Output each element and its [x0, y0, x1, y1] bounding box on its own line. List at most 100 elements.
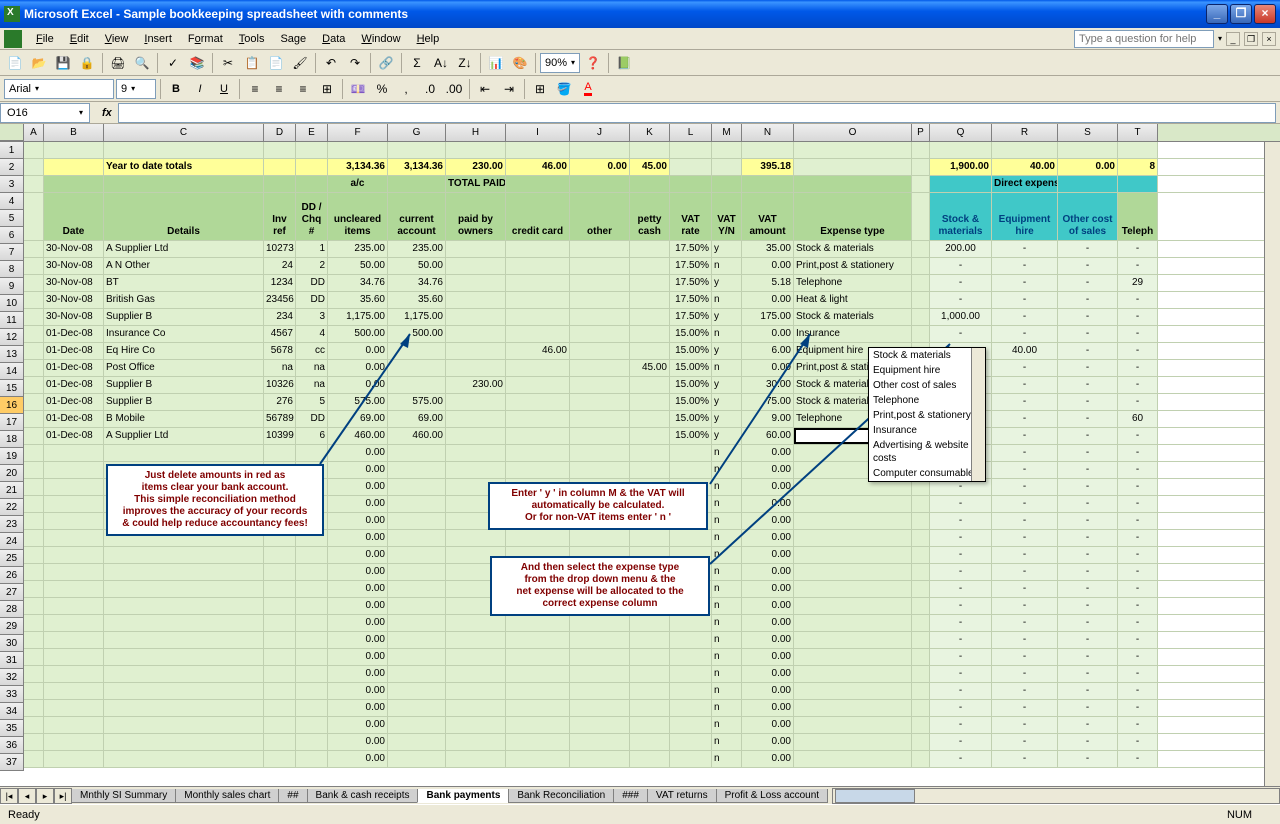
cell[interactable]: -: [930, 275, 992, 291]
cell[interactable]: VAT amount: [742, 193, 794, 240]
cell[interactable]: [446, 734, 506, 750]
row-header[interactable]: 5: [0, 210, 24, 227]
row-header[interactable]: 18: [0, 431, 24, 448]
cell[interactable]: [388, 377, 446, 393]
row-header[interactable]: 11: [0, 312, 24, 329]
menu-tools[interactable]: Tools: [231, 31, 273, 47]
cell[interactable]: 0.00: [328, 530, 388, 546]
cell[interactable]: Year to date totals: [104, 159, 264, 175]
cell[interactable]: -: [1118, 462, 1158, 478]
cell[interactable]: [24, 360, 44, 376]
cell[interactable]: [570, 377, 630, 393]
cell[interactable]: -: [930, 734, 992, 750]
cell[interactable]: [630, 666, 670, 682]
cell[interactable]: [630, 343, 670, 359]
cell[interactable]: [24, 428, 44, 444]
cell[interactable]: [506, 292, 570, 308]
align-right-icon[interactable]: ≡: [292, 78, 314, 100]
cell[interactable]: [24, 547, 44, 563]
cell[interactable]: [794, 496, 912, 512]
cell[interactable]: 17.50%: [670, 258, 712, 274]
cell[interactable]: [630, 326, 670, 342]
cell[interactable]: 0.00: [1058, 159, 1118, 175]
cell[interactable]: [44, 462, 104, 478]
cell[interactable]: -: [930, 581, 992, 597]
cell[interactable]: [1118, 142, 1158, 158]
cell[interactable]: [264, 598, 296, 614]
cell[interactable]: 0.00: [742, 513, 794, 529]
cell[interactable]: 46.00: [506, 159, 570, 175]
cell[interactable]: 9.00: [742, 411, 794, 427]
cell[interactable]: 500.00: [328, 326, 388, 342]
cell[interactable]: y: [712, 377, 742, 393]
cell[interactable]: [24, 258, 44, 274]
row-header[interactable]: 3: [0, 176, 24, 193]
cell[interactable]: [446, 326, 506, 342]
sheet-tab[interactable]: Mnthly SI Summary: [71, 789, 176, 803]
cell[interactable]: -: [930, 496, 992, 512]
cell[interactable]: [794, 513, 912, 529]
cell[interactable]: [44, 479, 104, 495]
cell[interactable]: [570, 309, 630, 325]
sort-asc-icon[interactable]: A↓: [430, 52, 452, 74]
menu-view[interactable]: View: [97, 31, 137, 47]
col-header[interactable]: A: [24, 124, 44, 141]
chart-icon[interactable]: 📊: [485, 52, 507, 74]
cell[interactable]: [446, 241, 506, 257]
cell[interactable]: -: [930, 615, 992, 631]
cell[interactable]: [670, 751, 712, 767]
cell[interactable]: [506, 258, 570, 274]
cell[interactable]: [264, 700, 296, 716]
cell[interactable]: -: [1118, 547, 1158, 563]
cell[interactable]: [912, 547, 930, 563]
cell[interactable]: -: [1118, 717, 1158, 733]
cell[interactable]: [794, 717, 912, 733]
cell[interactable]: [24, 496, 44, 512]
cell[interactable]: Inv ref: [264, 193, 296, 240]
cell[interactable]: 0.00: [742, 530, 794, 546]
cell[interactable]: [446, 649, 506, 665]
cell[interactable]: 17.50%: [670, 309, 712, 325]
cell[interactable]: [570, 258, 630, 274]
cell[interactable]: [670, 734, 712, 750]
cell[interactable]: [104, 564, 264, 580]
cell[interactable]: [388, 343, 446, 359]
cell[interactable]: 45.00: [630, 159, 670, 175]
dropdown-item[interactable]: Computer consumables: [869, 466, 985, 481]
row-header[interactable]: 29: [0, 618, 24, 635]
col-header[interactable]: K: [630, 124, 670, 141]
cell[interactable]: -: [1118, 751, 1158, 767]
col-header[interactable]: R: [992, 124, 1058, 141]
cell[interactable]: [264, 564, 296, 580]
cell[interactable]: 8: [1118, 159, 1158, 175]
cell[interactable]: [388, 496, 446, 512]
cell[interactable]: [388, 445, 446, 461]
cell[interactable]: y: [712, 309, 742, 325]
cell[interactable]: -: [992, 258, 1058, 274]
cell[interactable]: [24, 142, 44, 158]
cell[interactable]: [506, 142, 570, 158]
cell[interactable]: -: [1058, 258, 1118, 274]
cell[interactable]: [912, 275, 930, 291]
sage-icon[interactable]: 📗: [613, 52, 635, 74]
cell[interactable]: 35.00: [742, 241, 794, 257]
row-header[interactable]: 10: [0, 295, 24, 312]
cell[interactable]: [296, 632, 328, 648]
cell[interactable]: [506, 428, 570, 444]
cut-icon[interactable]: ✂: [217, 52, 239, 74]
cell[interactable]: -: [992, 564, 1058, 580]
cell[interactable]: [570, 700, 630, 716]
cell[interactable]: -: [992, 462, 1058, 478]
cell[interactable]: [912, 751, 930, 767]
cell[interactable]: 15.00%: [670, 326, 712, 342]
cell[interactable]: 01-Dec-08: [44, 343, 104, 359]
horizontal-scrollbar[interactable]: [832, 788, 1280, 804]
cell[interactable]: [670, 717, 712, 733]
cell[interactable]: [24, 275, 44, 291]
cell[interactable]: [44, 581, 104, 597]
cell[interactable]: -: [992, 547, 1058, 563]
cell[interactable]: [912, 649, 930, 665]
cell[interactable]: [670, 462, 712, 478]
inc-decimal-icon[interactable]: .0: [419, 78, 441, 100]
cell[interactable]: -: [1058, 326, 1118, 342]
